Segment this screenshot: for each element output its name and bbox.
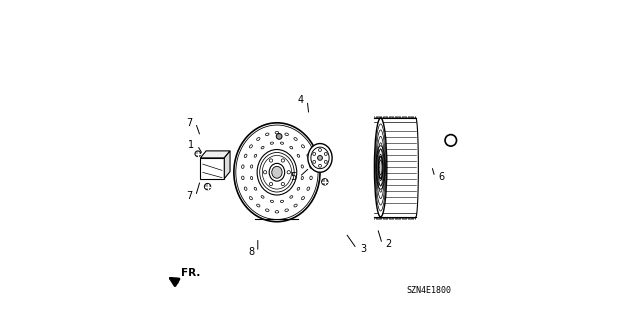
- Ellipse shape: [285, 209, 289, 211]
- Polygon shape: [224, 151, 230, 179]
- Ellipse shape: [290, 146, 292, 149]
- Circle shape: [195, 151, 201, 157]
- Circle shape: [324, 152, 327, 155]
- Ellipse shape: [250, 197, 252, 200]
- Circle shape: [276, 134, 282, 139]
- Circle shape: [204, 183, 211, 190]
- Ellipse shape: [272, 166, 282, 178]
- Ellipse shape: [266, 209, 269, 211]
- Ellipse shape: [244, 154, 247, 158]
- Ellipse shape: [374, 118, 387, 217]
- Ellipse shape: [301, 145, 305, 148]
- Circle shape: [264, 171, 267, 174]
- Text: 7: 7: [186, 118, 193, 128]
- Text: FR.: FR.: [181, 268, 200, 278]
- Ellipse shape: [307, 154, 310, 158]
- Circle shape: [313, 160, 316, 163]
- Text: 1: 1: [188, 140, 194, 150]
- Ellipse shape: [297, 154, 300, 157]
- Ellipse shape: [294, 204, 297, 207]
- Ellipse shape: [308, 144, 332, 172]
- Ellipse shape: [290, 196, 292, 198]
- Text: 7: 7: [186, 191, 193, 201]
- Ellipse shape: [339, 118, 422, 217]
- Ellipse shape: [307, 187, 310, 190]
- Circle shape: [281, 182, 285, 186]
- Ellipse shape: [250, 176, 253, 180]
- Ellipse shape: [270, 142, 273, 144]
- Ellipse shape: [297, 187, 300, 190]
- Polygon shape: [200, 151, 230, 158]
- Ellipse shape: [266, 133, 269, 136]
- Circle shape: [287, 171, 291, 174]
- Circle shape: [319, 164, 321, 167]
- Circle shape: [324, 160, 327, 163]
- Circle shape: [313, 152, 316, 155]
- Text: 2: 2: [385, 239, 392, 249]
- Text: 5: 5: [290, 172, 296, 182]
- Ellipse shape: [250, 165, 253, 168]
- Ellipse shape: [241, 165, 244, 168]
- Circle shape: [319, 149, 321, 152]
- Ellipse shape: [285, 133, 289, 136]
- Ellipse shape: [301, 176, 303, 180]
- Ellipse shape: [275, 211, 279, 213]
- Text: 3: 3: [360, 244, 366, 254]
- Ellipse shape: [280, 200, 284, 203]
- Ellipse shape: [257, 150, 297, 195]
- Ellipse shape: [250, 145, 252, 148]
- Ellipse shape: [244, 187, 247, 190]
- Ellipse shape: [280, 142, 284, 144]
- Text: 6: 6: [438, 172, 444, 182]
- Ellipse shape: [261, 196, 264, 198]
- Ellipse shape: [270, 200, 273, 203]
- Ellipse shape: [310, 165, 312, 168]
- Circle shape: [317, 155, 323, 160]
- Ellipse shape: [261, 146, 264, 149]
- Ellipse shape: [310, 176, 312, 180]
- Ellipse shape: [254, 187, 257, 190]
- Ellipse shape: [269, 163, 285, 181]
- Ellipse shape: [241, 176, 244, 180]
- Ellipse shape: [301, 197, 305, 200]
- Circle shape: [321, 179, 328, 185]
- Circle shape: [281, 159, 285, 162]
- Ellipse shape: [275, 131, 279, 134]
- Circle shape: [269, 182, 273, 186]
- Ellipse shape: [257, 204, 260, 207]
- Ellipse shape: [294, 137, 297, 140]
- Text: SZN4E1800: SZN4E1800: [406, 286, 451, 295]
- Ellipse shape: [257, 137, 260, 140]
- Circle shape: [269, 159, 273, 162]
- Text: 4: 4: [298, 95, 304, 106]
- Ellipse shape: [378, 157, 383, 178]
- Ellipse shape: [301, 165, 303, 168]
- Bar: [200, 158, 224, 179]
- Ellipse shape: [234, 123, 320, 222]
- Ellipse shape: [379, 160, 382, 175]
- Text: 8: 8: [248, 247, 255, 257]
- Ellipse shape: [254, 154, 257, 157]
